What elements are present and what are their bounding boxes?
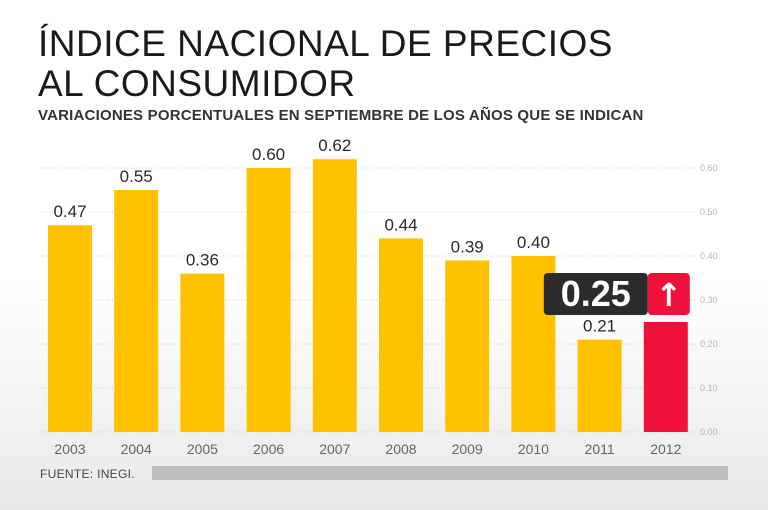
x-tick-label: 2004 <box>121 441 152 457</box>
callout-arrow-box <box>647 273 690 315</box>
x-tick-label: 2012 <box>650 441 681 457</box>
y-tick-label: 0.20 <box>700 339 718 349</box>
bar <box>643 322 688 432</box>
x-tick-label: 2010 <box>518 441 549 457</box>
y-tick-label: 0.40 <box>700 251 718 261</box>
bar <box>312 159 357 432</box>
callout-value: 0.25 <box>561 273 631 314</box>
bar <box>246 168 291 432</box>
source-note: FUENTE: INEGI. <box>40 467 135 481</box>
x-tick-label: 2005 <box>187 441 218 457</box>
data-label: 0.47 <box>53 202 86 221</box>
bar <box>180 273 225 432</box>
x-tick-label: 2009 <box>452 441 483 457</box>
data-label: 0.39 <box>451 237 484 256</box>
bar <box>577 339 622 432</box>
chart-title-line-1: ÍNDICE NACIONAL DE PRECIOS <box>38 23 613 64</box>
y-tick-label: 0.60 <box>700 163 718 173</box>
chart-title-line-2: AL CONSUMIDOR <box>38 63 356 104</box>
y-tick-label: 0.50 <box>700 207 718 217</box>
x-tick-label: 2011 <box>585 441 615 457</box>
data-label: 0.62 <box>318 136 351 155</box>
y-tick-label: 0.00 <box>700 427 718 437</box>
x-tick-label: 2007 <box>319 441 350 457</box>
chart-subtitle: VARIACIONES PORCENTUALES EN SEPTIEMBRE D… <box>38 107 644 124</box>
y-tick-label: 0.10 <box>700 383 718 393</box>
bar <box>445 260 490 432</box>
x-tick-label: 2008 <box>385 441 416 457</box>
chart-title: ÍNDICE NACIONAL DE PRECIOS AL CONSUMIDOR <box>38 24 613 104</box>
data-label: 0.44 <box>384 215 417 234</box>
callout-value-box <box>543 273 648 315</box>
data-label: 0.21 <box>583 317 616 336</box>
data-label: 0.55 <box>120 167 153 186</box>
x-tick-label: 2003 <box>54 441 85 457</box>
data-label: 0.40 <box>517 233 550 252</box>
data-label: 0.60 <box>252 145 285 164</box>
up-arrow-icon: ↑ <box>655 276 682 314</box>
source-divider-bar <box>152 466 728 480</box>
bar <box>114 190 159 432</box>
x-tick-label: 2006 <box>253 441 284 457</box>
y-tick-label: 0.30 <box>700 295 718 305</box>
bar <box>48 225 92 432</box>
data-label: 0.36 <box>186 251 219 270</box>
bar <box>379 238 423 432</box>
